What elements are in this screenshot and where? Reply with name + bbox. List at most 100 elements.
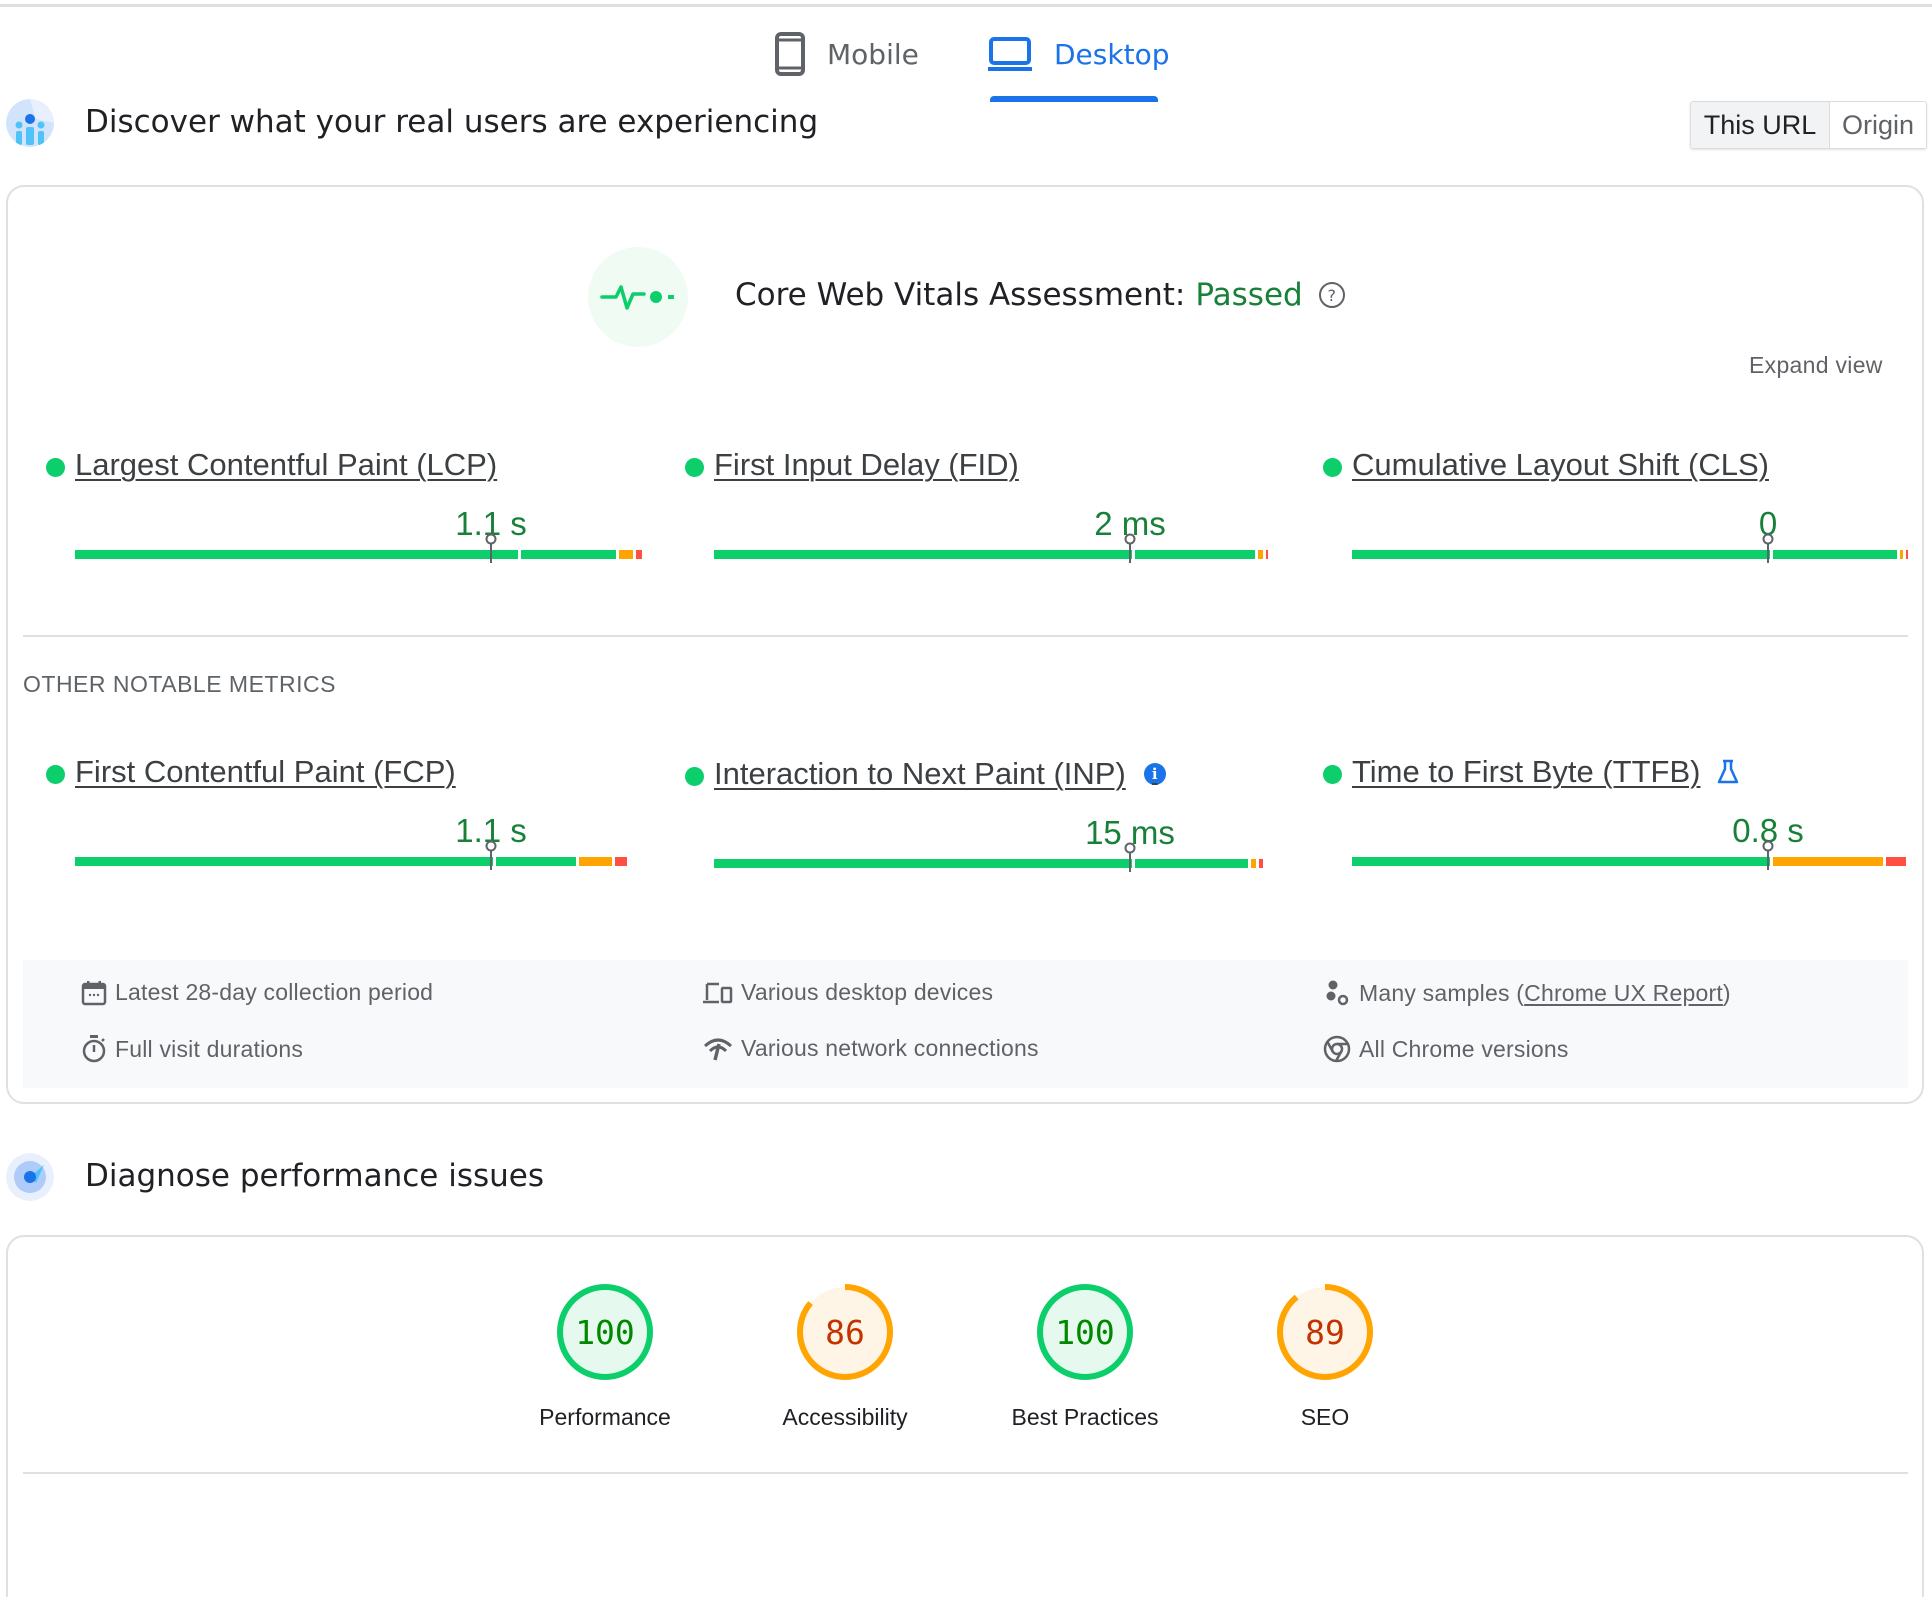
metric-cls: Cumulative Layout Shift (CLS) 0 [1323, 447, 1912, 587]
distribution-bar [714, 859, 1266, 868]
gauge-performance[interactable]: 100 Performance [505, 1282, 705, 1431]
status-good-icon [46, 765, 65, 784]
cwv-assessment-status: Passed [1195, 277, 1303, 313]
bar-segment [1773, 550, 1897, 559]
footer-text: ) [1722, 979, 1731, 1006]
field-data-footer: Latest 28-day collection period Various … [23, 960, 1908, 1088]
bar-segment [619, 550, 633, 559]
chrome-icon [1323, 1035, 1351, 1063]
toggle-origin[interactable]: Origin [1830, 102, 1926, 148]
bar-segment [1266, 550, 1268, 559]
bar-segment [1352, 857, 1770, 866]
bar-segment [714, 859, 1132, 868]
bar-segment [1886, 857, 1906, 866]
metric-fid-link[interactable]: First Input Delay (FID) [714, 447, 1019, 482]
footer-text: Full visit durations [115, 1035, 304, 1062]
marker-pin-icon [485, 840, 497, 870]
marker-pin-icon [1124, 533, 1136, 563]
url-origin-toggle[interactable]: This URL Origin [1690, 101, 1927, 149]
distribution-bar [75, 857, 630, 866]
toggle-this-url[interactable]: This URL [1691, 102, 1830, 148]
metric-lcp: Largest Contentful Paint (LCP) 1.1 s [46, 447, 642, 587]
status-good-icon [685, 767, 704, 786]
active-tab-indicator [990, 96, 1158, 102]
distribution-bar [1352, 550, 1911, 559]
network-icon [703, 1038, 733, 1060]
metric-ttfb-label: Time to First Byte (TTFB) [1352, 754, 1701, 789]
gauge-label: Best Practices [1011, 1404, 1159, 1430]
calendar-icon [81, 980, 107, 1005]
diagnose-title: Diagnose performance issues [85, 1158, 545, 1194]
status-good-icon [1323, 458, 1342, 477]
footer-text: All Chrome versions [1359, 1035, 1569, 1062]
footer-text: Various desktop devices [741, 979, 994, 1005]
gauge-label: SEO [1300, 1404, 1350, 1430]
metric-ttfb: Time to First Byte (TTFB) 0.8 s [1323, 754, 1912, 894]
tab-desktop-label: Desktop [1054, 37, 1170, 71]
help-icon[interactable]: ? [1318, 282, 1345, 308]
marker-pin-icon [1762, 533, 1774, 563]
marker-pin-icon [1762, 840, 1774, 870]
distribution-bar [714, 550, 1271, 559]
footer-devices: Various desktop devices [703, 979, 993, 1006]
metric-cls-value: 0 [1758, 505, 1778, 542]
devices-icon [703, 982, 733, 1003]
metric-fid: First Input Delay (FID) 2 ms [685, 447, 1274, 587]
footer-samples: Many samples (Chrome UX Report) [1323, 979, 1731, 1007]
section-divider [23, 1472, 1908, 1474]
footer-collection-period: Latest 28-day collection period [81, 979, 433, 1006]
bar-segment [1773, 857, 1883, 866]
bar-segment [1900, 550, 1903, 559]
tab-mobile-label: Mobile [827, 37, 919, 71]
metric-fcp-link[interactable]: First Contentful Paint (FCP) [75, 754, 456, 789]
info-icon[interactable]: i [1143, 763, 1166, 785]
gauge-score: 89 [1305, 1312, 1345, 1352]
status-good-icon [1323, 765, 1342, 784]
marker-pin-icon [1124, 842, 1136, 872]
metric-inp-link[interactable]: Interaction to Next Paint (INP) i [714, 756, 1166, 792]
expand-view-button[interactable]: Expand view [1749, 352, 1883, 378]
tab-mobile[interactable]: Mobile [775, 28, 919, 80]
footer-text: Latest 28-day collection period [115, 979, 434, 1005]
gauge-seo[interactable]: 89 SEO [1225, 1282, 1425, 1431]
gauge-score: 100 [575, 1312, 635, 1352]
vitals-pulse-icon [588, 247, 688, 347]
bar-segment [1259, 859, 1263, 868]
bar-segment [636, 550, 642, 559]
bar-segment [714, 550, 1132, 559]
status-good-icon [685, 458, 704, 477]
metric-inp-label: Interaction to Next Paint (INP) [714, 756, 1126, 791]
bar-segment [75, 857, 493, 866]
bar-segment [1352, 550, 1770, 559]
samples-icon [1326, 980, 1349, 1006]
gauge-accessibility[interactable]: 86 Accessibility [745, 1282, 945, 1431]
bar-segment [1906, 550, 1908, 559]
score-ring-icon [1037, 1284, 1133, 1380]
field-data-title: Discover what your real users are experi… [85, 104, 819, 140]
laptop-icon [988, 37, 1032, 71]
experimental-flask-icon[interactable] [1716, 759, 1740, 785]
distribution-bar [1352, 857, 1909, 866]
smartphone-icon [775, 32, 805, 76]
footer-network: Various network connections [703, 1035, 1039, 1062]
bar-segment [615, 857, 627, 866]
metric-inp: Interaction to Next Paint (INP) i 15 ms [685, 756, 1274, 896]
other-metrics-heading: OTHER NOTABLE METRICS [23, 671, 336, 697]
metric-ttfb-link[interactable]: Time to First Byte (TTFB) [1352, 754, 1740, 790]
bar-segment [579, 857, 612, 866]
status-good-icon [46, 458, 65, 477]
footer-chrome-versions: All Chrome versions [1323, 1035, 1569, 1063]
field-data-card [6, 185, 1924, 1104]
crux-icon [6, 99, 54, 152]
gauge-score: 86 [825, 1312, 865, 1352]
chrome-ux-report-link[interactable]: Chrome UX Report [1524, 979, 1723, 1006]
metric-cls-link[interactable]: Cumulative Layout Shift (CLS) [1352, 447, 1769, 482]
gauge-best-practices[interactable]: 100 Best Practices [985, 1282, 1185, 1431]
metric-lcp-link[interactable]: Largest Contentful Paint (LCP) [75, 447, 498, 482]
tab-desktop[interactable]: Desktop [988, 28, 1169, 80]
section-divider [23, 635, 1908, 637]
score-ring-icon [1277, 1284, 1373, 1380]
footer-visit-durations: Full visit durations [81, 1035, 303, 1063]
bar-segment [1135, 550, 1255, 559]
gauge-label: Accessibility [782, 1404, 908, 1430]
